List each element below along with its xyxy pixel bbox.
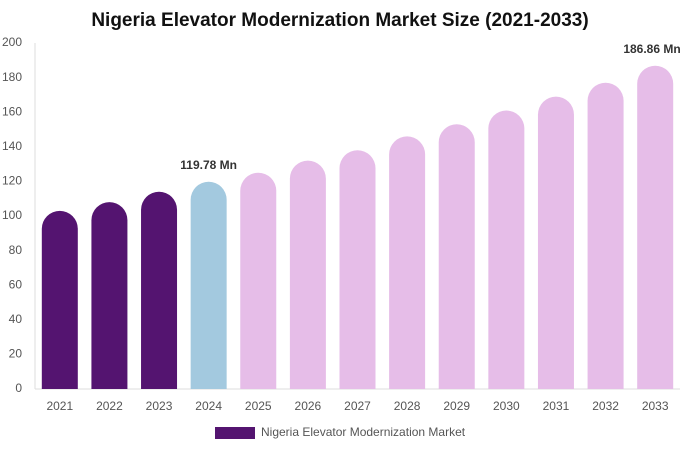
- x-tick-label: 2023: [146, 399, 173, 413]
- bar: [141, 191, 178, 389]
- bar: [190, 181, 227, 389]
- y-tick-label: 100: [2, 208, 22, 222]
- x-tick-label: 2022: [96, 399, 123, 413]
- bar: [637, 65, 674, 389]
- legend-label: Nigeria Elevator Modernization Market: [261, 425, 466, 439]
- x-tick-label: 2029: [443, 399, 470, 413]
- bar: [240, 172, 277, 389]
- x-tick-label: 2032: [592, 399, 619, 413]
- value-label: 119.78 Mn: [180, 158, 237, 172]
- y-tick-label: 0: [15, 381, 22, 395]
- x-tick-label: 2033: [642, 399, 669, 413]
- y-tick-label: 160: [2, 104, 22, 118]
- y-tick-label: 180: [2, 70, 22, 84]
- y-tick-label: 120: [2, 174, 22, 188]
- x-tick-label: 2031: [543, 399, 570, 413]
- y-tick-label: 20: [9, 347, 23, 361]
- y-tick-label: 60: [9, 277, 23, 291]
- y-tick-label: 140: [2, 139, 22, 153]
- y-tick-label: 40: [9, 312, 23, 326]
- chart-title: Nigeria Elevator Modernization Market Si…: [91, 10, 588, 31]
- y-tick-label: 200: [2, 35, 22, 49]
- bar: [339, 150, 376, 389]
- bar: [41, 210, 78, 389]
- bar: [587, 82, 624, 389]
- bar: [438, 124, 475, 390]
- value-label: 186.86 Mn: [623, 42, 680, 56]
- bar: [289, 160, 326, 389]
- y-tick-label: 80: [9, 243, 23, 257]
- x-tick-label: 2024: [195, 399, 222, 413]
- bar: [389, 136, 426, 389]
- x-tick-label: 2030: [493, 399, 520, 413]
- bar: [91, 202, 128, 389]
- x-tick-label: 2021: [46, 399, 73, 413]
- x-tick-label: 2025: [245, 399, 272, 413]
- legend-swatch: [215, 427, 255, 439]
- x-tick-label: 2027: [344, 399, 371, 413]
- x-tick-label: 2026: [295, 399, 322, 413]
- x-tick-label: 2028: [394, 399, 421, 413]
- bar: [537, 96, 574, 389]
- bar: [488, 110, 525, 389]
